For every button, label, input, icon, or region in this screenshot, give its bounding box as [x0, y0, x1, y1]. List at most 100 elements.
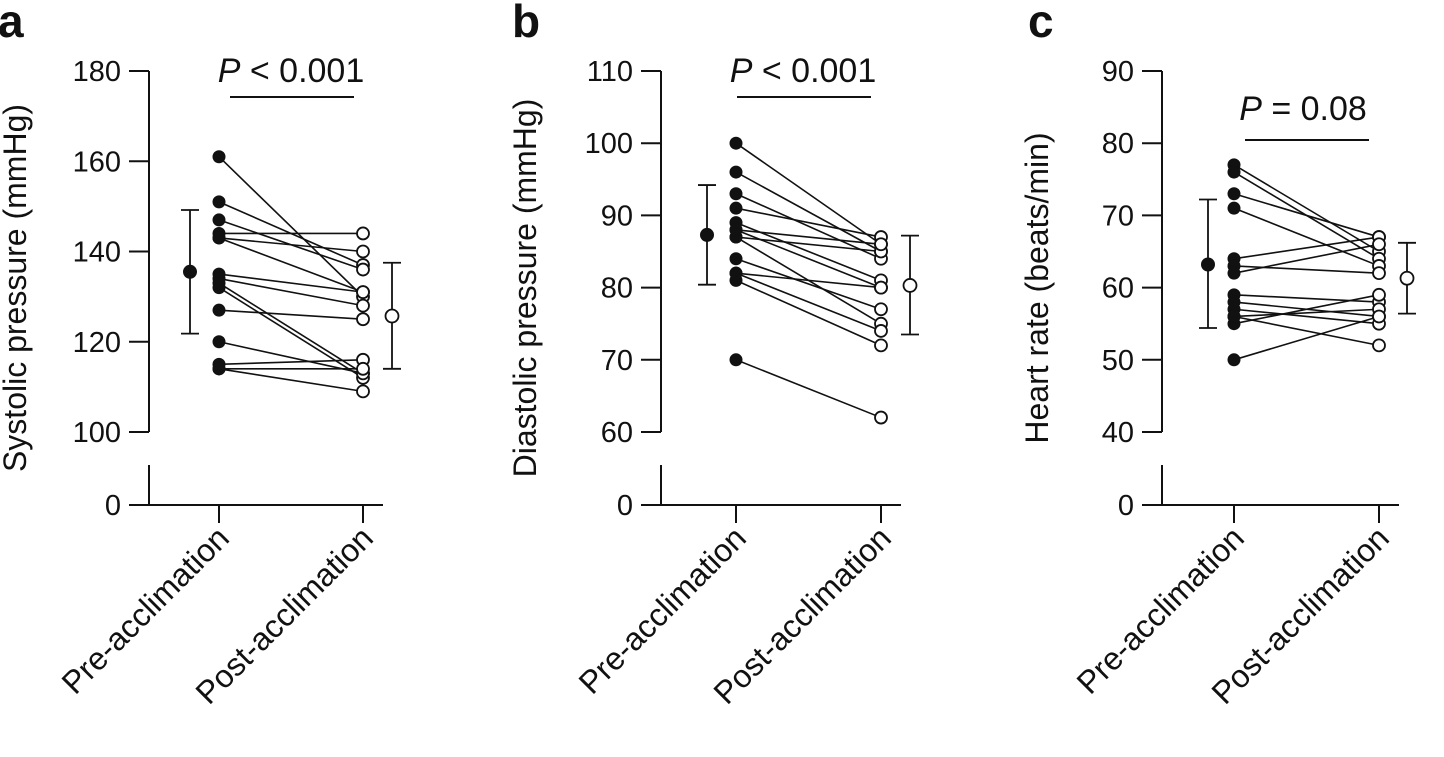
pair-line: [218, 282, 364, 375]
p-value-label: P < 0.001: [218, 52, 365, 90]
y-axis-title: Diastolic pressure (mmHg): [507, 99, 543, 478]
y-tick-label: 70: [1102, 200, 1134, 232]
pair-line: [1233, 294, 1380, 325]
panel-letter: b: [512, 0, 540, 47]
post-point: [356, 298, 370, 313]
pre-point: [1227, 165, 1241, 179]
pre-point: [729, 187, 743, 201]
pair-line: [1233, 315, 1380, 361]
y-tick-label: 160: [73, 146, 121, 178]
pair-line: [218, 359, 364, 366]
y-tick-label: 100: [585, 128, 633, 160]
pair-line: [735, 193, 882, 260]
y-tick-label: 180: [73, 56, 121, 88]
pair-line: [735, 207, 882, 238]
pair-line: [218, 237, 364, 293]
pre-point: [1227, 309, 1241, 323]
post-point: [356, 262, 370, 277]
pair-line: [218, 286, 364, 379]
y-tick-label: 60: [1102, 273, 1134, 305]
pair-line: [218, 273, 364, 293]
pre-point: [212, 150, 226, 164]
pre-point: [729, 136, 743, 150]
pair-line: [735, 257, 882, 311]
y-tick-label: 50: [1102, 345, 1134, 377]
post-point: [356, 361, 370, 376]
y-tick-label: 80: [1102, 128, 1134, 160]
pre-point: [729, 252, 743, 266]
pre-point: [729, 353, 743, 367]
pair-line: [1233, 308, 1380, 318]
pair-line: [735, 236, 882, 253]
pair-line: [735, 359, 882, 419]
y-axis-title: Heart rate (beats/min): [1019, 132, 1055, 443]
y-tick-label: 90: [1102, 56, 1134, 88]
pre-point: [212, 303, 226, 317]
y-tick-label: 0: [1118, 490, 1134, 522]
y-tick-label: 90: [601, 200, 633, 232]
pair-line: [1233, 315, 1380, 347]
pair-line: [735, 229, 882, 246]
pair-line: [218, 156, 364, 298]
pair-line: [1233, 243, 1380, 274]
pre-point: [212, 213, 226, 227]
y-tick-label: 110: [587, 56, 633, 88]
pair-line: [1233, 192, 1380, 238]
y-tick-label: 0: [617, 490, 633, 522]
pre-point: [212, 195, 226, 209]
pre-point: [1227, 187, 1241, 201]
pair-line: [1233, 236, 1380, 260]
pre-point: [729, 201, 743, 215]
mean-point: [1201, 257, 1215, 272]
pre-point: [212, 281, 226, 295]
pair-line: [218, 277, 364, 307]
post-point: [1372, 237, 1386, 252]
y-tick-label: 120: [73, 327, 121, 359]
post-point: [1372, 287, 1386, 302]
y-tick-label: 70: [601, 345, 633, 377]
post-point: [1372, 266, 1386, 281]
panel-letter: c: [1028, 0, 1054, 47]
mean-point: [1399, 270, 1415, 286]
post-point: [874, 237, 888, 252]
pair-line: [1233, 308, 1380, 325]
panel-letter: a: [0, 0, 24, 47]
mean-point: [384, 308, 400, 324]
pair-line: [735, 272, 882, 289]
pair-line: [218, 237, 364, 253]
post-point: [1372, 309, 1386, 324]
pair-line: [1233, 265, 1380, 274]
pre-point: [729, 165, 743, 179]
mean-point: [700, 227, 714, 242]
pre-point: [1227, 353, 1241, 367]
y-tick-label: 40: [1102, 417, 1134, 449]
pair-line: [735, 142, 882, 245]
pair-line: [735, 279, 882, 347]
post-point: [874, 280, 888, 295]
post-point: [356, 384, 370, 399]
pre-point: [212, 231, 226, 245]
post-point: [356, 312, 370, 327]
chart-panel-b: b 0 60 70 80 90 100 110 Diastolic pressure (mmHg…: [507, 0, 919, 711]
pair-line: [1233, 164, 1380, 253]
post-point: [356, 226, 370, 241]
post-point: [356, 285, 370, 300]
pair-line: [218, 368, 364, 393]
chart-panel-a: a 0 100 120 140 160 180 Systolic pressure (mmHg…: [0, 0, 401, 711]
pair-line: [1233, 207, 1380, 267]
y-tick-label: 60: [601, 417, 633, 449]
mean-point: [902, 278, 918, 293]
mean-point: [183, 264, 197, 279]
pair-line: [1233, 294, 1380, 303]
y-axis-title: Systolic pressure (mmHg): [0, 104, 33, 472]
p-value-label: P = 0.08: [1239, 90, 1367, 128]
pre-point: [1227, 201, 1241, 215]
y-tick-label: 140: [73, 237, 121, 269]
y-tick-label: 100: [73, 417, 121, 449]
pair-line: [735, 171, 882, 253]
pre-point: [212, 362, 226, 376]
post-point: [356, 244, 370, 259]
y-tick-label: 80: [601, 273, 633, 305]
